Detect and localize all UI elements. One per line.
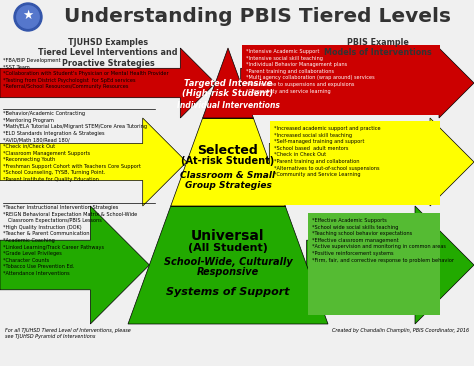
Polygon shape <box>241 48 474 118</box>
Text: *FBA/BIP Development
*SST Team
*Collaboration with Student's Physician or Mental: *FBA/BIP Development *SST Team *Collabor… <box>3 58 169 89</box>
Text: Created by Chandalin Champlin, PBIS Coordinator, 2016: Created by Chandalin Champlin, PBIS Coor… <box>332 328 469 333</box>
Text: TJUHSD Examples
Tiered Level Interventions and
Proactive Strategies: TJUHSD Examples Tiered Level Interventio… <box>38 38 178 68</box>
Polygon shape <box>0 206 149 324</box>
Text: (At-risk Student): (At-risk Student) <box>182 156 274 166</box>
Text: Understanding PBIS Tiered Levels: Understanding PBIS Tiered Levels <box>64 7 452 26</box>
Text: School-Wide, Culturally: School-Wide, Culturally <box>164 257 292 267</box>
Polygon shape <box>128 206 328 324</box>
Text: Universal: Universal <box>191 229 265 243</box>
Polygon shape <box>307 206 474 324</box>
FancyBboxPatch shape <box>270 121 440 205</box>
Text: For all TJUHSD Tiered Level of Interventions, please
see TJUHSD Pyramid of Inter: For all TJUHSD Tiered Level of Intervent… <box>5 328 131 339</box>
FancyBboxPatch shape <box>308 213 440 315</box>
Text: *Intensive Academic Support
*Intensive social skill teaching
*Individual Behavio: *Intensive Academic Support *Intensive s… <box>246 49 374 94</box>
Text: *Teacher Instructional Intervention Strategies
*REIGN Behavioral Expectation Mat: *Teacher Instructional Intervention Stra… <box>3 205 137 276</box>
Polygon shape <box>203 48 254 118</box>
Polygon shape <box>269 118 474 206</box>
FancyBboxPatch shape <box>242 45 440 115</box>
Polygon shape <box>0 118 187 206</box>
FancyBboxPatch shape <box>0 36 474 71</box>
Polygon shape <box>171 118 285 206</box>
Text: (All Student): (All Student) <box>188 243 268 253</box>
Text: Systems of Support: Systems of Support <box>166 287 290 297</box>
Text: *Effective Academic Supports
*School wide social skills teaching
*Teaching schoo: *Effective Academic Supports *School wid… <box>311 218 454 262</box>
Text: Group Strategies: Group Strategies <box>184 180 272 190</box>
Text: Selected: Selected <box>198 145 258 157</box>
Text: Targeted Intensive: Targeted Intensive <box>184 79 272 89</box>
Circle shape <box>17 6 39 28</box>
Text: (High-risk Student): (High-risk Student) <box>182 90 273 98</box>
Text: *Increased academic support and practice
*Increased social skill teaching
*Self-: *Increased academic support and practice… <box>274 126 381 177</box>
Circle shape <box>14 3 42 31</box>
Polygon shape <box>0 48 215 118</box>
Text: *Behavior/Academic Contracting
*Mentoring Program
*Math/ELA Tutorial Labs/Migran: *Behavior/Academic Contracting *Mentorin… <box>3 111 147 182</box>
Text: ★: ★ <box>22 8 34 22</box>
Text: PBIS Example
Models of Interventions: PBIS Example Models of Interventions <box>324 38 432 57</box>
Text: Classroom & Small: Classroom & Small <box>181 172 275 180</box>
Text: Individual Interventions: Individual Interventions <box>176 101 280 109</box>
FancyBboxPatch shape <box>0 0 474 36</box>
Text: Responsive: Responsive <box>197 267 259 277</box>
